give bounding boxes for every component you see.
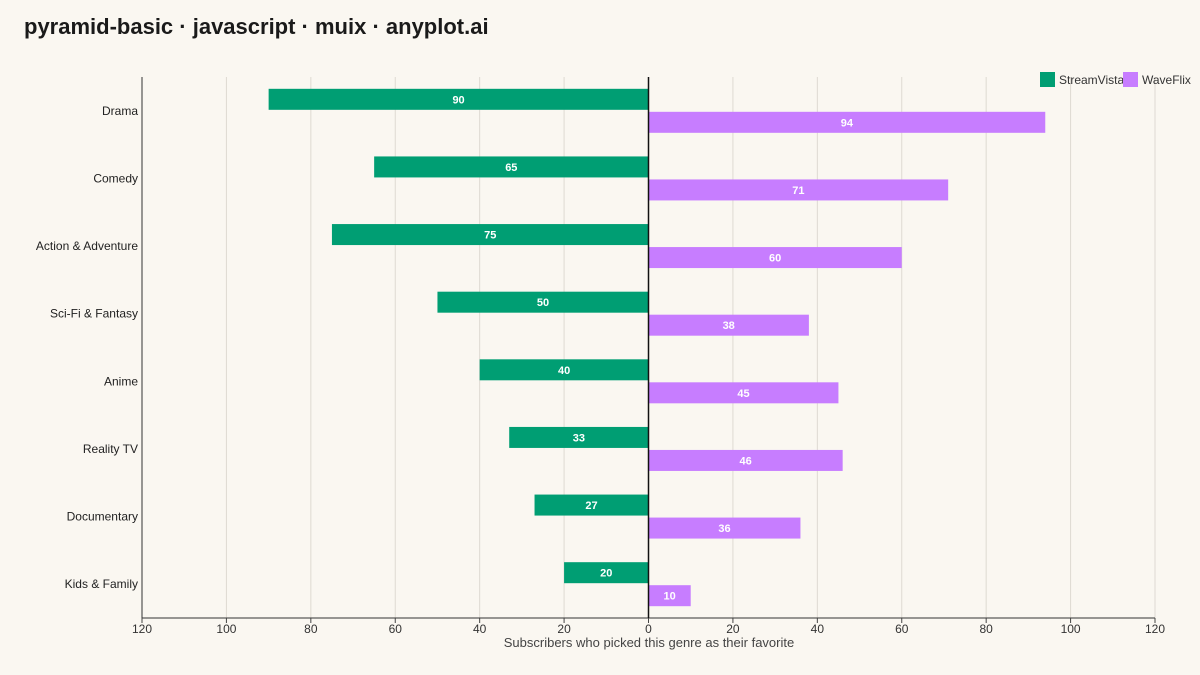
bar-value-label: 50 (537, 297, 549, 309)
x-tick-label: 40 (811, 622, 825, 636)
bar-value-label: 45 (737, 388, 749, 400)
legend-swatch (1040, 72, 1055, 87)
x-tick-label: 40 (473, 622, 487, 636)
legend: StreamVista WaveFlix (1040, 72, 1191, 87)
category-labels: Drama Comedy Action & Adventure Sci-Fi & Fa… (36, 104, 138, 591)
bar-value-label: 90 (452, 94, 464, 106)
bars (268, 88, 1046, 607)
bar-streamvista (564, 562, 649, 584)
bar-streamvista (509, 426, 649, 448)
x-ticks: 120 100 80 60 40 20 0 20 40 60 80 100 120 (132, 618, 1165, 636)
category-label: Drama (102, 104, 138, 118)
chart-title: pyramid-basic · javascript · muix · anyp… (24, 14, 489, 39)
category-label: Anime (104, 374, 138, 388)
x-tick-label: 60 (895, 622, 909, 636)
x-tick-label: 120 (1145, 622, 1165, 636)
bar-streamvista (374, 156, 649, 178)
bar-streamvista (534, 494, 649, 516)
x-tick-label: 100 (1061, 622, 1081, 636)
legend-label: WaveFlix (1142, 73, 1191, 87)
bar-waveflix (648, 449, 843, 471)
x-tick-label: 20 (557, 622, 571, 636)
bar-value-label: 46 (739, 455, 751, 467)
x-tick-label: 80 (979, 622, 993, 636)
bar-value-label: 71 (792, 185, 804, 197)
legend-swatch (1123, 72, 1138, 87)
bar-value-label: 36 (718, 523, 730, 535)
bar-value-label: 65 (505, 162, 517, 174)
x-tick-label: 100 (216, 622, 236, 636)
x-axis-label: Subscribers who picked this genre as the… (504, 635, 794, 650)
x-tick-label: 80 (304, 622, 318, 636)
bar-waveflix (648, 585, 691, 607)
category-label: Sci-Fi & Fantasy (50, 307, 138, 321)
bar-value-label: 40 (558, 365, 570, 377)
bar-waveflix (648, 382, 839, 404)
x-tick-label: 60 (389, 622, 403, 636)
bar-value-label: 10 (663, 591, 675, 603)
bar-streamvista (437, 291, 649, 313)
axes (141, 77, 1155, 619)
bar-value-label: 94 (841, 117, 854, 129)
bar-value-label: 33 (573, 432, 585, 444)
category-label: Documentary (67, 510, 138, 524)
bar-streamvista (331, 224, 649, 246)
x-tick-label: 0 (645, 622, 652, 636)
bar-waveflix (648, 247, 902, 269)
category-label: Kids & Family (65, 577, 138, 591)
bar-waveflix (648, 179, 949, 201)
x-tick-label: 120 (132, 622, 152, 636)
bar-value-label: 75 (484, 230, 496, 242)
bar-streamvista (479, 359, 649, 381)
bar-value-label: 60 (769, 253, 781, 265)
legend-label: StreamVista (1059, 73, 1124, 87)
category-label: Comedy (93, 171, 138, 185)
category-label: Action & Adventure (36, 239, 138, 253)
bar-value-label: 27 (585, 500, 597, 512)
bar-value-label: 38 (723, 320, 735, 332)
bar-value-label: 20 (600, 568, 612, 580)
bar-waveflix (648, 314, 809, 336)
bar-labels: 90 94 65 71 75 60 50 38 40 45 33 46 27 36 20 10 (452, 94, 853, 602)
x-tick-label: 20 (726, 622, 740, 636)
category-label: Reality TV (83, 442, 138, 456)
bar-waveflix (648, 111, 1046, 133)
bar-waveflix (648, 517, 801, 539)
bar-streamvista (268, 88, 649, 110)
